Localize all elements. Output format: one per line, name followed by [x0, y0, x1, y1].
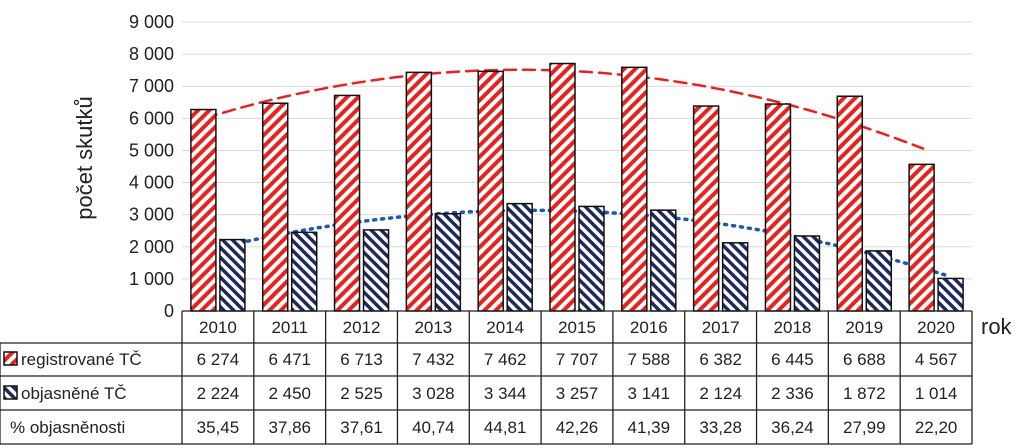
percent-label: 42,26 — [556, 418, 599, 437]
data-label: 2 224 — [197, 384, 240, 403]
bar-objasnene-2018 — [793, 235, 821, 312]
row-label: % objasněnosti — [10, 418, 125, 437]
bar-registrovane-2019 — [836, 95, 864, 312]
data-label: 1 872 — [843, 384, 886, 403]
bar-objasnene-2014 — [506, 202, 533, 312]
bar-objasnene-2011 — [290, 231, 318, 312]
x-tick-label: 2011 — [271, 318, 308, 337]
data-label: 2 525 — [340, 384, 383, 403]
y-tick-label: 6 000 — [129, 108, 174, 128]
percent-label: 41,39 — [628, 418, 671, 437]
bar-registrovane-2016 — [621, 66, 648, 312]
x-tick-label: 2014 — [486, 318, 524, 337]
percent-label: 22,20 — [915, 418, 958, 437]
bar-registrovane-2014 — [477, 70, 504, 312]
bar-objasnene-2019 — [865, 250, 893, 312]
y-tick-label: 4 000 — [129, 173, 174, 193]
y-tick-label: 1 000 — [129, 269, 174, 289]
percent-label: 27,99 — [843, 418, 886, 437]
y-tick-label: 8 000 — [129, 44, 174, 64]
bar-registrovane-2018 — [764, 103, 792, 312]
data-label: 6 688 — [843, 350, 886, 369]
bars — [190, 62, 964, 312]
bar-objasnene-2020 — [937, 277, 964, 312]
x-tick-label: 2019 — [845, 318, 883, 337]
x-tick-label: 2018 — [774, 318, 812, 337]
bar-registrovane-2020 — [908, 163, 935, 312]
data-label: 6 274 — [197, 350, 240, 369]
percent-label: 35,45 — [197, 418, 240, 437]
data-label: 7 707 — [556, 350, 599, 369]
x-tick-label: 2010 — [199, 318, 237, 337]
y-axis: 0 1 000 2 000 3 000 4 000 5 000 6 000 7 000 8 00… — [129, 12, 174, 321]
legend-key-registrovane — [3, 351, 18, 366]
data-label: 3 028 — [412, 384, 455, 403]
bar-registrovane-2013 — [405, 71, 433, 312]
percent-label: 37,86 — [268, 418, 311, 437]
bar-objasnene-2016 — [650, 209, 677, 312]
data-label: 4 567 — [915, 350, 958, 369]
bar-registrovane-2012 — [333, 94, 361, 312]
data-label: 6 713 — [340, 350, 383, 369]
data-label: 3 344 — [484, 384, 527, 403]
percent-label: 33,28 — [699, 418, 742, 437]
data-label: 7 462 — [484, 350, 527, 369]
row-label: objasněné TČ — [21, 384, 127, 403]
bar-objasnene-2010 — [219, 238, 246, 312]
data-label: 7 432 — [412, 350, 455, 369]
y-axis-title: počet skutků — [72, 96, 97, 220]
data-label: 2 336 — [771, 384, 814, 403]
data-label: 1 014 — [915, 384, 958, 403]
data-label: 2 124 — [699, 384, 742, 403]
x-axis-title: rok — [981, 314, 1013, 339]
data-label: 6 445 — [771, 350, 814, 369]
bar-registrovane-2017 — [692, 105, 720, 312]
data-label: 7 588 — [628, 350, 671, 369]
x-tick-label: 2013 — [414, 318, 452, 337]
y-tick-label: 7 000 — [129, 76, 174, 96]
data-label: 3 141 — [628, 384, 671, 403]
percent-label: 37,61 — [340, 418, 383, 437]
x-tick-label: 2015 — [558, 318, 596, 337]
legend-key-objasnene — [3, 385, 18, 400]
x-tick-label: 2012 — [343, 318, 381, 337]
row-label: registrované TČ — [21, 350, 142, 369]
y-tick-label: 2 000 — [129, 237, 174, 257]
bar-registrovane-2015 — [549, 62, 576, 312]
data-table: 2010 2011 2012 2013 2014 2015 2016 2017 2018 2019… — [0, 310, 973, 445]
data-label: 2 450 — [268, 384, 311, 403]
y-tick-label: 3 000 — [129, 205, 174, 225]
x-tick-label: 2020 — [917, 318, 955, 337]
y-tick-label: 5 000 — [129, 140, 174, 160]
data-label: 3 257 — [556, 384, 599, 403]
percent-label: 40,74 — [412, 418, 455, 437]
percent-label: 44,81 — [484, 418, 527, 437]
bar-registrovane-2010 — [190, 108, 217, 312]
y-tick-label: 0 — [164, 301, 174, 321]
bar-objasnene-2017 — [721, 242, 749, 312]
bar-registrovane-2011 — [261, 102, 289, 312]
percent-label: 36,24 — [771, 418, 814, 437]
bar-objasnene-2015 — [578, 205, 605, 312]
x-tick-label: 2017 — [702, 318, 740, 337]
bar-objasnene-2013 — [434, 213, 462, 312]
x-tick-label: 2016 — [630, 318, 668, 337]
y-tick-label: 9 000 — [129, 12, 174, 32]
data-label: 6 382 — [699, 350, 742, 369]
bar-objasnene-2012 — [362, 229, 390, 312]
data-label: 6 471 — [268, 350, 311, 369]
